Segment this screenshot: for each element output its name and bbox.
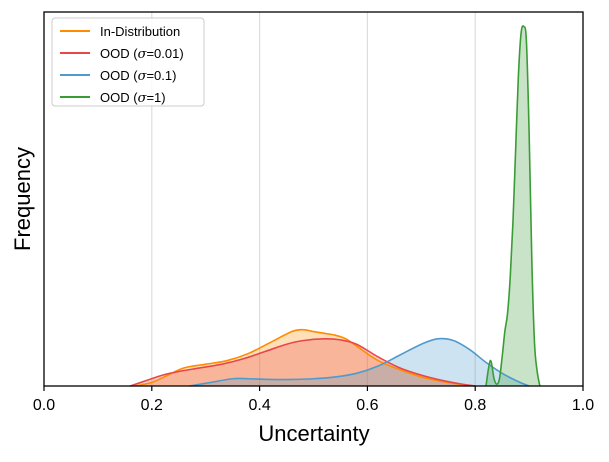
density-area-series-3 (189, 338, 530, 386)
density-line-series-1 (135, 328, 476, 387)
legend-box (51, 17, 205, 107)
x-axis-ticks: 0.0 0.2 0.4 0.6 0.8 1.0 (33, 386, 594, 414)
x-tick-label: 0.8 (464, 397, 486, 414)
density-area-series-1 (135, 329, 476, 386)
x-tick-label: 0.4 (248, 397, 270, 414)
density-area-series-4 (485, 25, 540, 387)
legend-label-series-4: OOD (σ=1) (100, 90, 166, 106)
plot-frame (43, 11, 584, 387)
density-line-series-4 (485, 25, 541, 387)
density-line-series-2 (129, 337, 476, 387)
x-tick-label: 0.0 (33, 397, 55, 414)
density-line-series-3 (189, 337, 530, 387)
grid-lines (151, 12, 476, 386)
x-tick-label: 1.0 (572, 397, 594, 414)
x-tick-label: 0.6 (356, 397, 378, 414)
density-areas (130, 25, 540, 387)
legend-label-series-1: In-Distribution (100, 24, 180, 39)
density-area-series-2 (130, 338, 476, 386)
legend: In-Distribution OOD (σ=0.01) OOD (σ=0.1) OO… (51, 17, 205, 107)
y-axis-label: Frequency (10, 147, 35, 251)
density-lines (129, 25, 541, 387)
legend-label-series-2: OOD (σ=0.01) (100, 46, 184, 62)
x-tick-label: 0.2 (141, 397, 163, 414)
x-axis-label: Uncertainty (258, 421, 369, 446)
legend-label-series-3: OOD (σ=0.1) (100, 68, 176, 84)
